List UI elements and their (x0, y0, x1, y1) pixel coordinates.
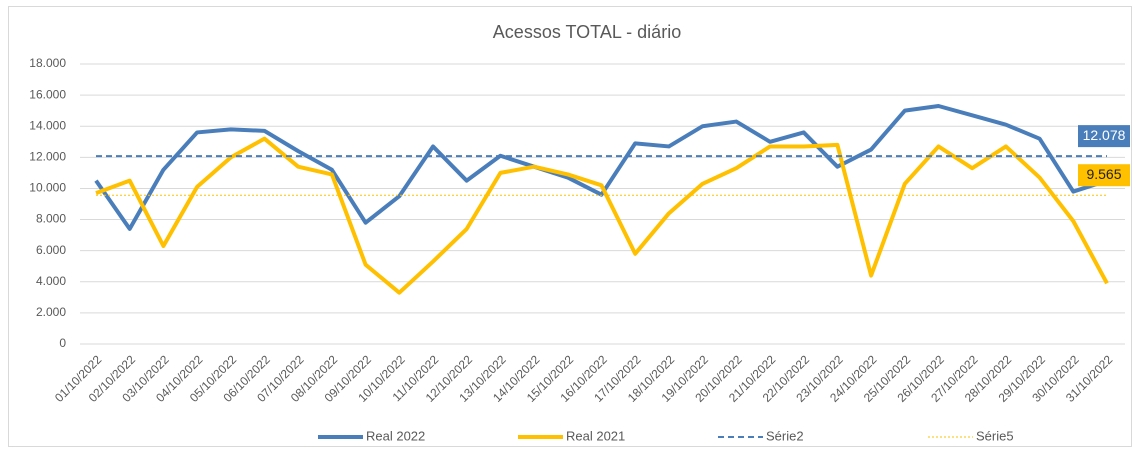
y-tick-label: 4.000 (36, 274, 66, 288)
legend-label: Real 2021 (566, 428, 625, 443)
series-line (94, 104, 1108, 231)
value-label-box (1078, 125, 1130, 148)
y-tick-label: 18.000 (29, 56, 66, 70)
legend-label: Série5 (976, 428, 1014, 443)
y-tick-label: 8.000 (36, 212, 66, 226)
chart-border (8, 6, 1132, 447)
y-tick-label: 16.000 (29, 87, 66, 101)
value-label-box (1078, 164, 1130, 187)
value-label: 12.078 (1083, 127, 1126, 143)
y-tick-label: 0 (59, 336, 66, 350)
y-tick-label: 6.000 (36, 243, 66, 257)
legend-label: Real 2022 (366, 428, 425, 443)
y-tick-label: 2.000 (36, 305, 66, 319)
series-line (95, 136, 1109, 295)
legend-label: Série2 (766, 428, 804, 443)
y-tick-label: 14.000 (29, 118, 66, 132)
chart-title: Acessos TOTAL - diário (493, 22, 681, 42)
y-tick-label: 12.000 (29, 150, 66, 164)
value-label: 9.565 (1086, 166, 1121, 182)
y-tick-label: 10.000 (29, 181, 66, 195)
